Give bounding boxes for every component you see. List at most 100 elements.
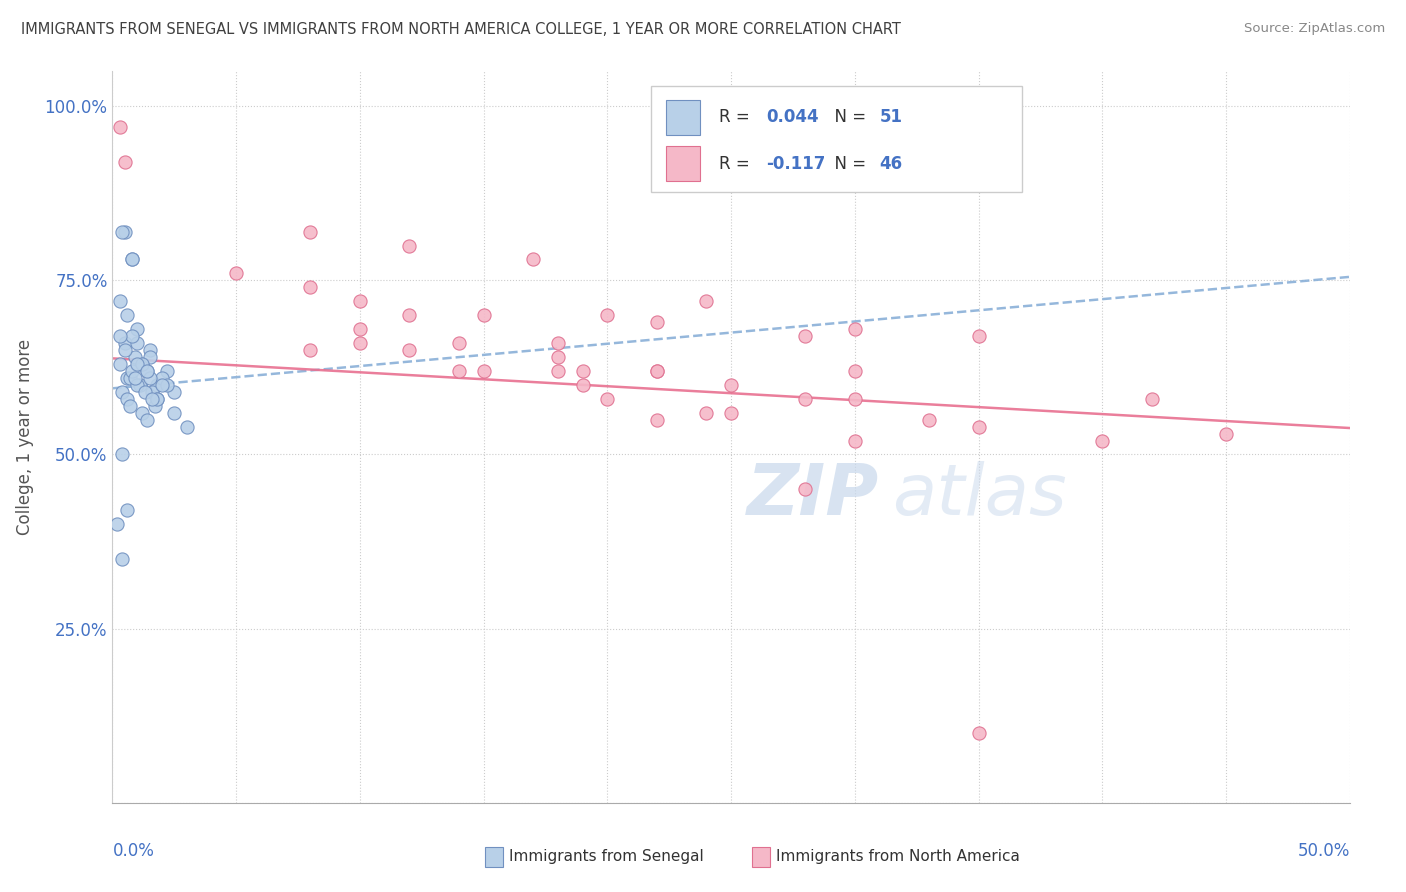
Text: atlas: atlas (891, 461, 1067, 530)
Text: 0.044: 0.044 (766, 109, 818, 127)
Point (117, 392, 139, 406)
Point (720, 406, 742, 420)
Point (114, 225, 136, 239)
Point (131, 357, 153, 371)
Point (121, 329, 143, 343)
Point (349, 294, 371, 309)
Point (447, 336, 470, 351)
Point (138, 343, 160, 357)
Point (645, 412, 668, 426)
Point (128, 377, 150, 392)
Point (794, 329, 817, 343)
Point (141, 392, 163, 406)
Point (121, 252, 143, 267)
Text: Source: ZipAtlas.com: Source: ZipAtlas.com (1244, 22, 1385, 36)
Point (522, 252, 544, 267)
Text: R =: R = (718, 154, 755, 172)
Text: 46: 46 (880, 154, 903, 172)
Point (299, 343, 322, 357)
Point (163, 384, 186, 399)
Point (124, 350, 146, 364)
Point (645, 315, 668, 329)
Point (547, 336, 569, 351)
Point (114, 343, 136, 357)
Point (127, 357, 149, 371)
Point (447, 364, 470, 378)
Text: -0.117: -0.117 (766, 154, 825, 172)
Point (118, 371, 141, 385)
Point (138, 350, 160, 364)
Point (794, 483, 817, 497)
Text: R =: R = (718, 109, 755, 127)
Point (136, 412, 159, 426)
Y-axis label: College, 1 year or more: College, 1 year or more (15, 339, 34, 535)
Point (645, 364, 668, 378)
Point (163, 406, 186, 420)
Point (127, 322, 149, 336)
Point (150, 377, 173, 392)
Point (844, 434, 866, 448)
Point (124, 371, 146, 385)
Point (117, 308, 139, 322)
Bar (665, 146, 700, 181)
Point (131, 357, 153, 371)
Point (146, 392, 169, 406)
Text: IMMIGRANTS FROM SENEGAL VS IMMIGRANTS FROM NORTH AMERICA COLLEGE, 1 YEAR OR MORE: IMMIGRANTS FROM SENEGAL VS IMMIGRANTS FR… (21, 22, 901, 37)
Point (127, 336, 149, 351)
Point (111, 448, 134, 462)
Point (571, 364, 593, 378)
Text: Immigrants from North America: Immigrants from North America (776, 849, 1019, 863)
Point (398, 343, 420, 357)
Point (794, 392, 817, 406)
Point (398, 238, 420, 252)
Point (156, 364, 179, 378)
Point (645, 364, 668, 378)
Point (118, 399, 141, 413)
Point (720, 377, 742, 392)
Text: Immigrants from Senegal: Immigrants from Senegal (509, 849, 704, 863)
Text: ZIP: ZIP (748, 461, 880, 530)
Point (136, 364, 159, 378)
Point (299, 225, 322, 239)
Point (146, 377, 169, 392)
Point (150, 371, 173, 385)
Point (141, 384, 163, 399)
Point (111, 225, 134, 239)
Point (844, 392, 866, 406)
Point (571, 377, 593, 392)
Point (967, 329, 990, 343)
Point (1091, 434, 1114, 448)
Point (146, 392, 169, 406)
Point (108, 294, 131, 309)
Point (111, 384, 134, 399)
Point (547, 364, 569, 378)
Point (121, 252, 143, 267)
Point (117, 503, 139, 517)
Point (138, 371, 160, 385)
Point (1215, 426, 1237, 441)
Point (844, 364, 866, 378)
Point (299, 280, 322, 294)
Text: 0.0%: 0.0% (112, 842, 155, 860)
Bar (651, 86, 1022, 192)
Point (108, 329, 131, 343)
Point (134, 384, 156, 399)
Point (596, 308, 619, 322)
Point (844, 322, 866, 336)
Point (107, 517, 129, 532)
Point (225, 266, 247, 280)
Point (472, 308, 495, 322)
Point (547, 350, 569, 364)
Point (695, 294, 717, 309)
Point (967, 419, 990, 434)
Text: 50.0%: 50.0% (1298, 842, 1350, 860)
Point (127, 377, 149, 392)
Text: N =: N = (824, 154, 872, 172)
Text: N =: N = (824, 109, 872, 127)
Point (108, 357, 131, 371)
Point (918, 412, 941, 426)
Point (131, 406, 153, 420)
Point (695, 406, 717, 420)
Bar (665, 100, 700, 135)
Point (143, 399, 166, 413)
